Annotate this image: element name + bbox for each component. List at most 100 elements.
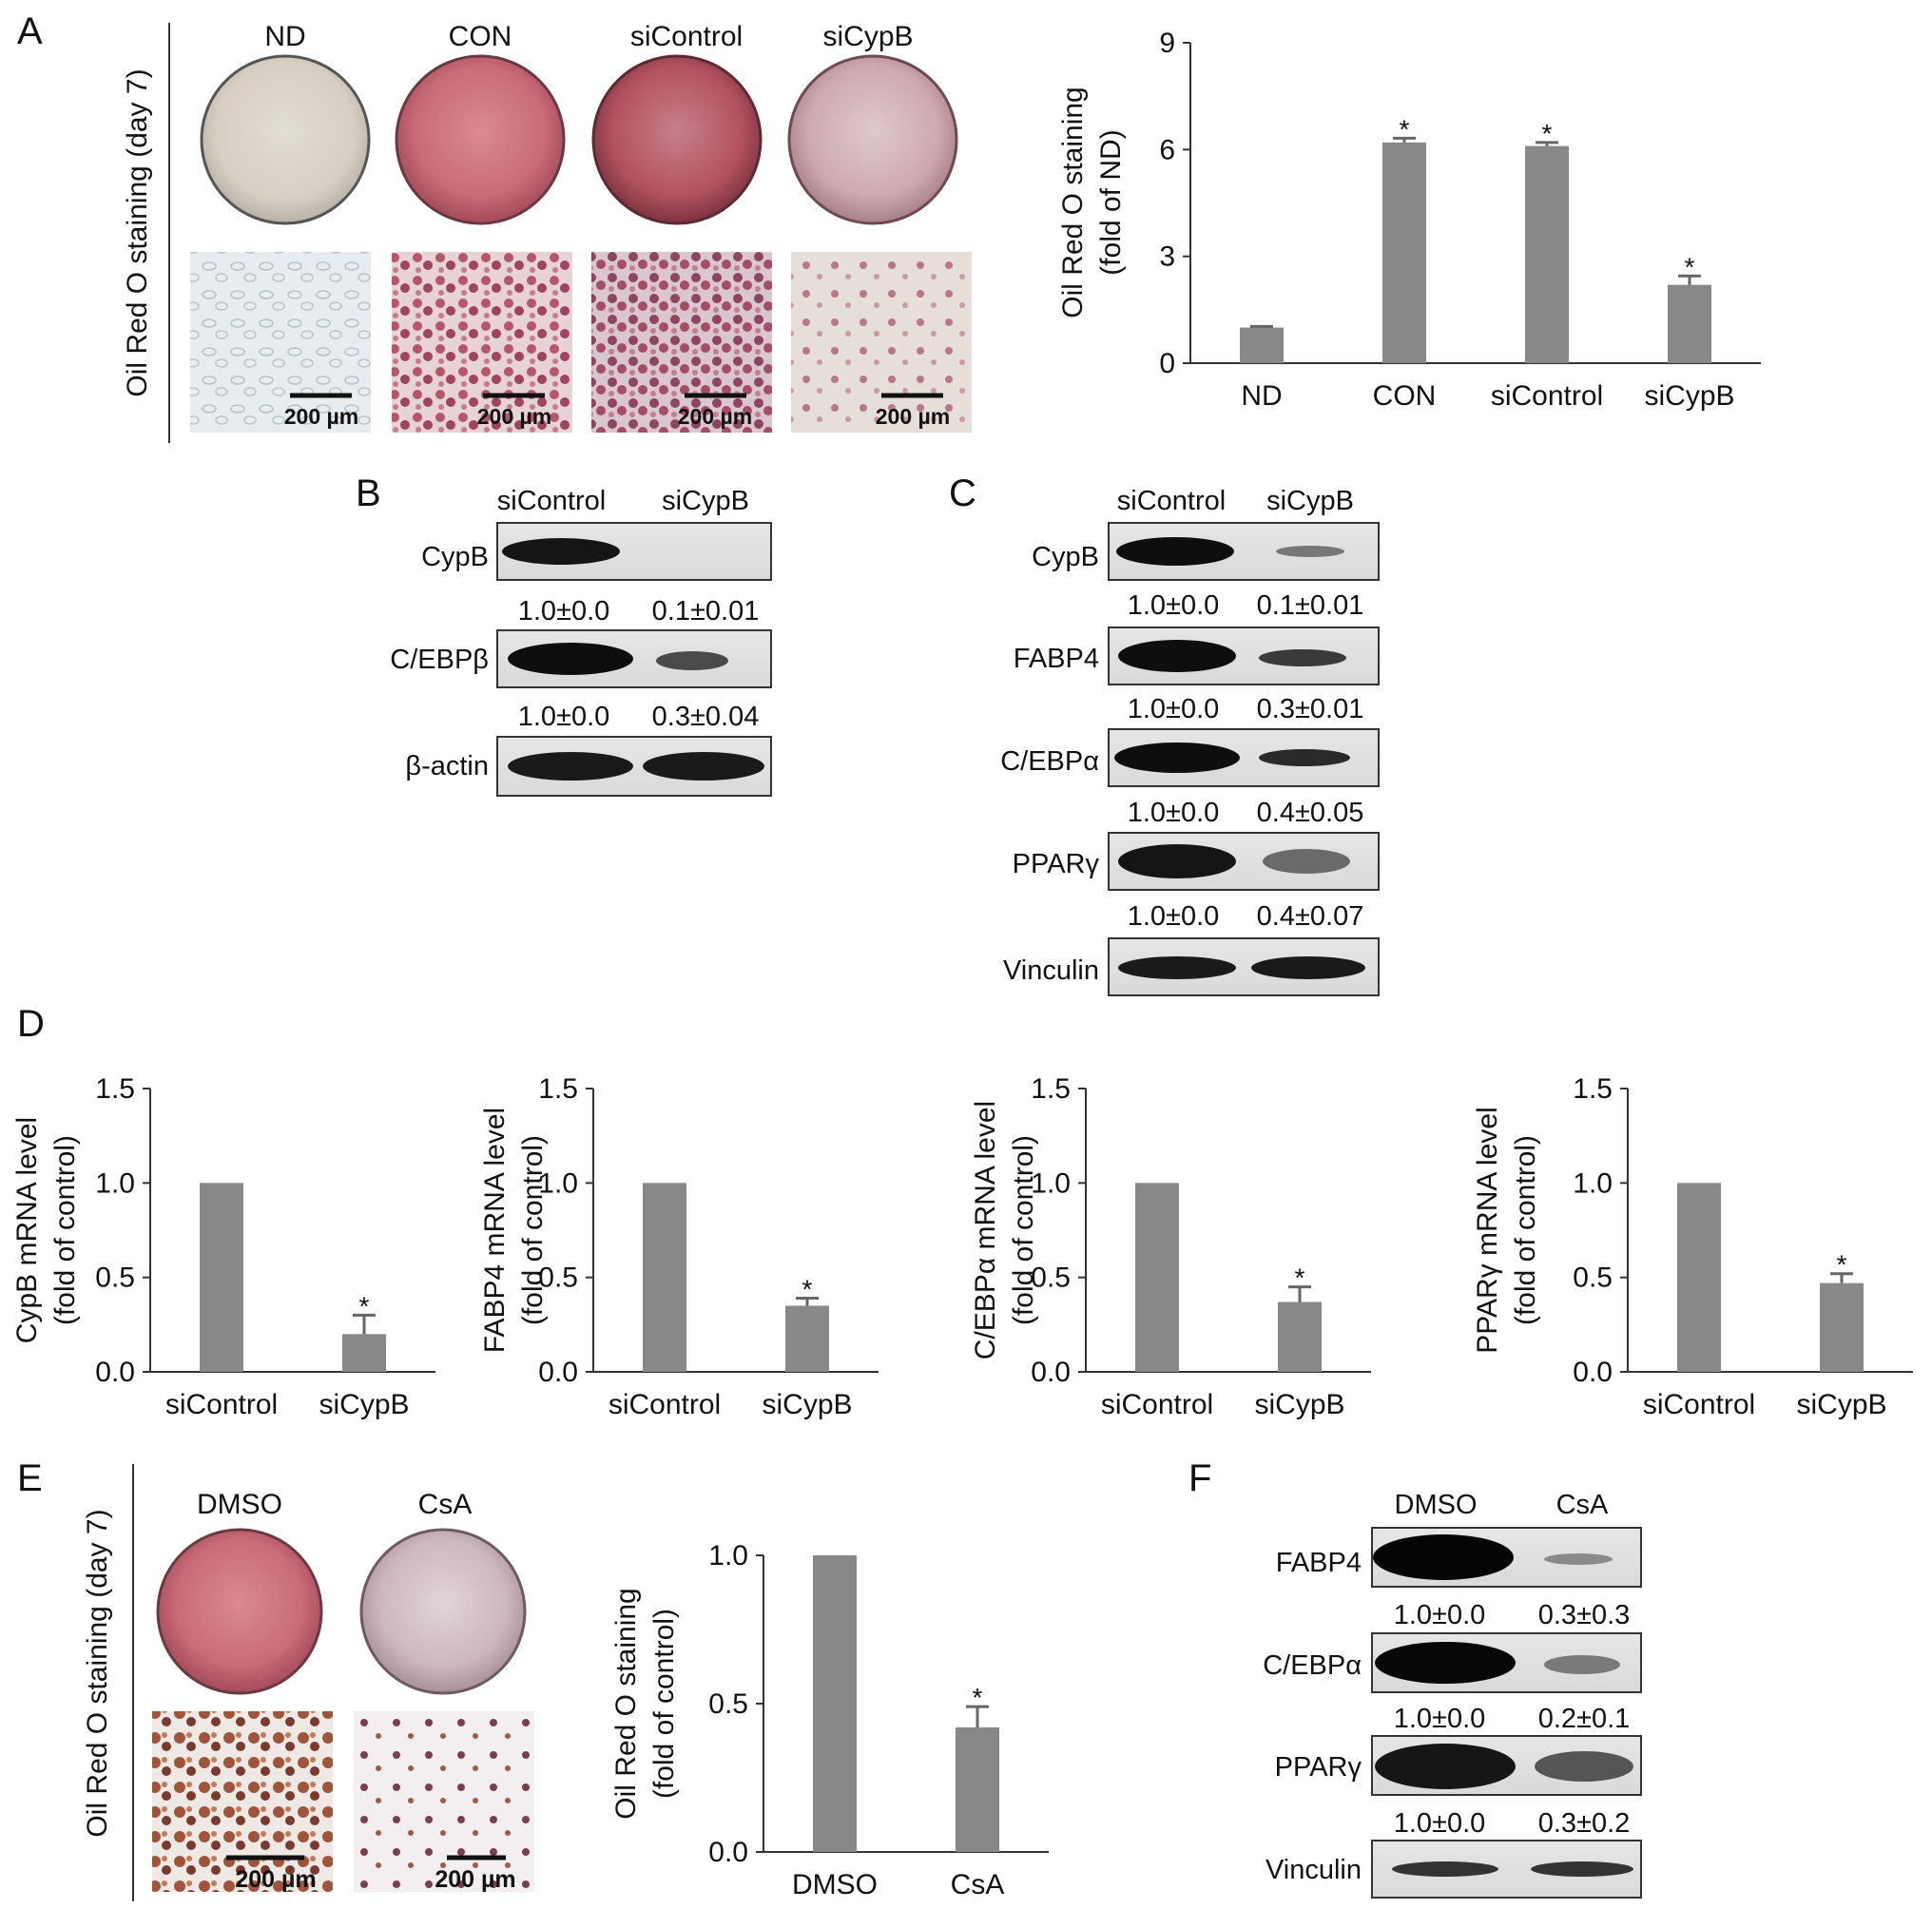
y-tick-label-d4: 0.5 (1573, 1263, 1613, 1294)
y-axis-sublabel-a: (fold of ND) (1095, 129, 1127, 275)
band-f-vinculin-dmso (1392, 1861, 1498, 1877)
y-tick-label-d2: 1.0 (538, 1167, 578, 1199)
panel-f-col-dmso: DMSO (1395, 1490, 1478, 1520)
bar-d4 (1677, 1183, 1721, 1372)
y-axis-label-a: Oil Red O staining (1057, 87, 1089, 318)
band-f-ppar-csa (1535, 1751, 1633, 1782)
y-tick-label-d1: 0.0 (95, 1357, 135, 1388)
dish-sicypb (787, 54, 958, 225)
quant-c-cypb-sicypb: 0.1±0.01 (1257, 590, 1364, 621)
panel-e-group-csa: CsA (418, 1489, 473, 1520)
significance-star-d1: * (359, 1291, 370, 1321)
scale-bar-label-sicontrol: 200 µm (678, 404, 752, 429)
quant-f-fabp4-csa: 0.3±0.3 (1538, 1600, 1631, 1630)
x-tick-label-a: siControl (1491, 380, 1603, 412)
bar-d3 (1135, 1183, 1179, 1372)
panel-letter-e: E (17, 1457, 43, 1499)
y-axis-sublabel-e: (fold of control) (648, 1609, 680, 1799)
quant-c-cypb-sicontrol: 1.0±0.0 (1128, 590, 1220, 621)
quant-f-fabp4-dmso: 1.0±0.0 (1394, 1600, 1486, 1630)
x-tick-label-a: CON (1373, 380, 1437, 412)
panel-e-side-label: Oil Red O staining (day 7) (82, 1509, 113, 1837)
y-axis-sublabel-d1: (fold of control) (49, 1135, 81, 1325)
y-tick-label-d2: 1.5 (538, 1073, 578, 1105)
panel-c-row-cebpa: C/EBPα (1000, 746, 1099, 777)
quant-b-cebpb-sicypb: 0.3±0.04 (652, 702, 760, 732)
chart-d-ppar-gamma-mrna: 0.0 0.5 1.0 1.5 siControl * siCypB PPARγ mRNA l… (1472, 1073, 1913, 1420)
panel-f-row-ppar-gamma: PPARγ (1275, 1752, 1362, 1783)
micrograph-dmso (152, 1711, 333, 1892)
x-tick-label-d3: siControl (1101, 1389, 1213, 1420)
significance-star-d2: * (802, 1275, 813, 1304)
micrograph-csa (354, 1711, 534, 1892)
panel-e-group-dmso: DMSO (197, 1489, 282, 1520)
quant-c-ppar-sicypb: 0.4±0.07 (1257, 901, 1364, 932)
x-tick-label-d1: siControl (165, 1389, 278, 1420)
micrograph-sicypb (791, 252, 972, 433)
band-c-fabp4-sicypb (1259, 649, 1346, 666)
y-tick-label-d1: 1.0 (95, 1167, 135, 1199)
y-tick-label-a: 6 (1159, 134, 1175, 165)
band-c-fabp4-sicontrol (1118, 640, 1236, 672)
scale-bar-label-nd: 200 µm (284, 404, 358, 429)
y-tick-label-d4: 1.5 (1573, 1073, 1613, 1105)
x-tick-label-d4: siCypB (1796, 1389, 1886, 1420)
panel-a-side-label: Oil Red O staining (day 7) (122, 68, 153, 396)
quant-c-fabp4-sicontrol: 1.0±0.0 (1128, 694, 1220, 724)
bar-a (1525, 145, 1569, 363)
bar-d1 (200, 1183, 243, 1372)
scale-bar-label-con: 200 µm (477, 404, 551, 429)
panel-c-row-ppar-gamma: PPARγ (1013, 849, 1100, 879)
panel-c-row-cypb: CypB (1032, 542, 1099, 572)
band-c-vinculin-sicypb (1251, 956, 1365, 979)
quant-f-ppar-dmso: 1.0±0.0 (1394, 1808, 1486, 1839)
significance-star-a: * (1400, 114, 1410, 144)
y-tick-label-e: 0.5 (708, 1688, 748, 1720)
y-tick-label-d4: 1.0 (1573, 1167, 1613, 1199)
chart-d-cebpa-mrna: 0.0 0.5 1.0 1.5 siControl * siCypB C/EBPα mRNA … (970, 1073, 1371, 1420)
panel-a-group-nd: ND (264, 21, 305, 52)
panel-letter-d: D (17, 1003, 45, 1045)
y-axis-sublabel-d2: (fold of control) (517, 1135, 549, 1325)
chart-d-cypb-mrna: 0.0 0.5 1.0 1.5 siControl * siCypB CypB mRNA le… (11, 1073, 435, 1420)
bar-e (956, 1726, 999, 1852)
panel-c-row-fabp4: FABP4 (1014, 644, 1099, 674)
band-f-vinculin-csa (1531, 1861, 1633, 1877)
chart-e-oil-red-o: 0.0 0.5 1.0 DMSO * CsA Oil Red O staining (fold… (610, 1540, 1049, 1900)
panel-b-col-sicontrol: siControl (497, 486, 606, 516)
micrograph-nd (190, 252, 371, 433)
y-axis-label-d4: PPARγ mRNA level (1472, 1107, 1503, 1354)
y-tick-label-d1: 0.5 (95, 1263, 135, 1294)
y-tick-label-d3: 0.5 (1031, 1263, 1071, 1294)
band-f-cebpa-csa (1544, 1655, 1620, 1674)
x-tick-label-d1: siCypB (319, 1389, 409, 1420)
quant-c-ppar-sicontrol: 1.0±0.0 (1128, 901, 1220, 932)
dish-csa (359, 1528, 527, 1695)
bar-d2 (643, 1183, 686, 1372)
scale-bar-label-sicypb: 200 µm (876, 404, 950, 429)
band-b-cypb-sicontrol (502, 538, 620, 565)
bar-a (1240, 327, 1284, 363)
band-c-vinculin-sicontrol (1118, 956, 1236, 979)
panel-b-col-sicypb: siCypB (662, 486, 749, 516)
bar-a (1668, 284, 1711, 363)
band-c-cypb-sicypb (1276, 546, 1344, 557)
y-tick-label-d4: 0.0 (1573, 1357, 1613, 1388)
panel-c-col-sicypb: siCypB (1266, 486, 1354, 516)
bar-d4 (1820, 1282, 1864, 1372)
chart-d-fabp4-mrna: 0.0 0.5 1.0 1.5 siControl * siCypB FABP4 mRNA l… (479, 1073, 879, 1420)
scale-bar-label-dmso: 200 µm (235, 1866, 316, 1893)
y-axis-label-d3: C/EBPα mRNA level (970, 1101, 1001, 1359)
quant-b-cypb-sicontrol: 1.0±0.0 (518, 596, 610, 627)
dish-con (395, 54, 566, 225)
x-tick-label-e: CsA (951, 1869, 1005, 1900)
x-tick-label-a: ND (1241, 380, 1282, 412)
band-c-ppar-sicontrol (1118, 844, 1236, 878)
bar-a (1382, 142, 1426, 363)
panel-letter-f: F (1188, 1457, 1211, 1499)
band-c-cebpa-sicypb (1259, 749, 1350, 766)
y-axis-label-e: Oil Red O staining (610, 1588, 642, 1819)
chart-a-oil-red-o: 0 3 6 9 ND * CON * siControl * siCypB Oil Red O sta… (1057, 28, 1761, 412)
panel-f-row-vinculin: Vinculin (1265, 1855, 1362, 1885)
y-tick-label-d2: 0.5 (538, 1263, 578, 1294)
